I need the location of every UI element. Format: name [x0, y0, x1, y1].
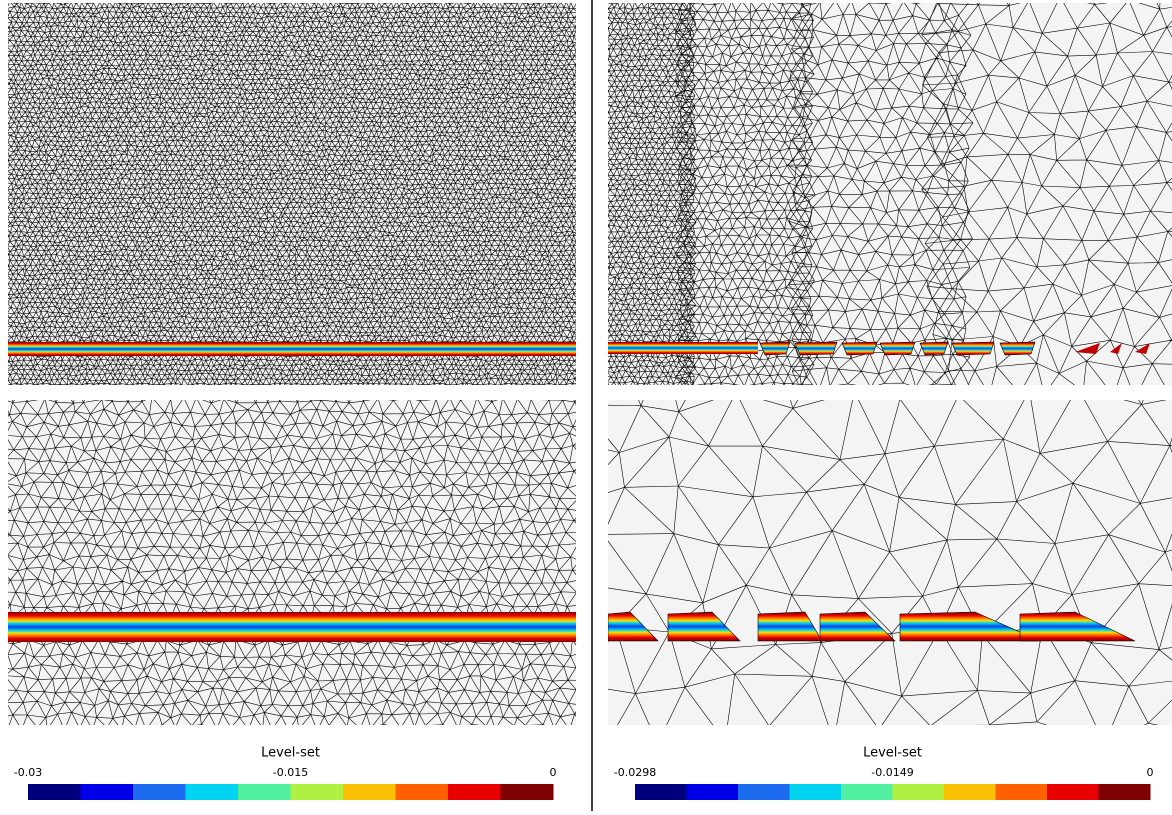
colorbar-swatch — [995, 784, 1048, 800]
colorbar-swatch — [28, 784, 81, 800]
colorbar-tick-label: 0 — [1147, 766, 1154, 779]
band — [608, 342, 758, 354]
colorbar-tick-label: -0.03 — [14, 766, 42, 779]
mesh-panel — [608, 400, 1172, 725]
band-piece — [841, 341, 878, 356]
band-piece — [1019, 611, 1136, 642]
colorbar-swatch — [185, 784, 239, 800]
colorbar-swatch — [789, 784, 842, 800]
panel-bg — [8, 400, 576, 725]
colorbar-swatch — [1047, 784, 1099, 800]
band-piece — [1110, 343, 1122, 354]
colorbar-title: Level-set — [863, 746, 922, 761]
band-piece — [608, 611, 659, 642]
mesh — [921, 3, 1172, 385]
colorbars: Level-set -0.03 -0.015 0 Level-set -0.0298 -0.… — [14, 746, 1154, 800]
colorbar-tick-label: -0.015 — [273, 766, 308, 779]
band-piece — [919, 341, 949, 356]
colorbar-swatch — [686, 784, 739, 800]
band-piece — [1075, 343, 1100, 354]
colorbar-swatch — [635, 784, 687, 800]
colorbar-title: Level-set — [261, 746, 320, 761]
panel-bg — [608, 3, 1172, 385]
colorbar-tick-label: -0.0298 — [614, 766, 656, 779]
band — [8, 342, 576, 356]
colorbar-swatch — [500, 784, 554, 800]
mesh — [787, 3, 974, 385]
mesh-panel — [8, 3, 576, 385]
colorbar-swatch — [841, 784, 893, 800]
colorbar-swatch — [1098, 784, 1151, 800]
colorbar-swatch — [133, 784, 186, 800]
colorbar-swatch — [395, 784, 449, 800]
mesh-panel — [608, 3, 1172, 385]
colorbar-swatch — [892, 784, 945, 800]
colorbar-swatch — [944, 784, 996, 800]
colorbar-swatch — [343, 784, 396, 800]
colorbar-swatch — [738, 784, 790, 800]
mesh-panel — [8, 400, 576, 725]
colorbar-swatch — [290, 784, 344, 800]
band-piece — [794, 341, 838, 356]
band-piece — [819, 611, 896, 642]
band — [8, 612, 576, 642]
mesh-panels — [8, 3, 1172, 725]
band-piece — [879, 341, 916, 356]
band-piece — [999, 341, 1036, 356]
band-piece — [951, 341, 995, 356]
band-piece — [1135, 343, 1150, 354]
band-piece — [759, 341, 791, 356]
band-piece — [667, 611, 741, 642]
colorbar-swatch — [238, 784, 291, 800]
colorbar-tick-label: -0.0149 — [871, 766, 913, 779]
colorbar-swatch — [448, 784, 501, 800]
colorbar-swatch — [80, 784, 134, 800]
colorbar-tick-label: 0 — [550, 766, 557, 779]
